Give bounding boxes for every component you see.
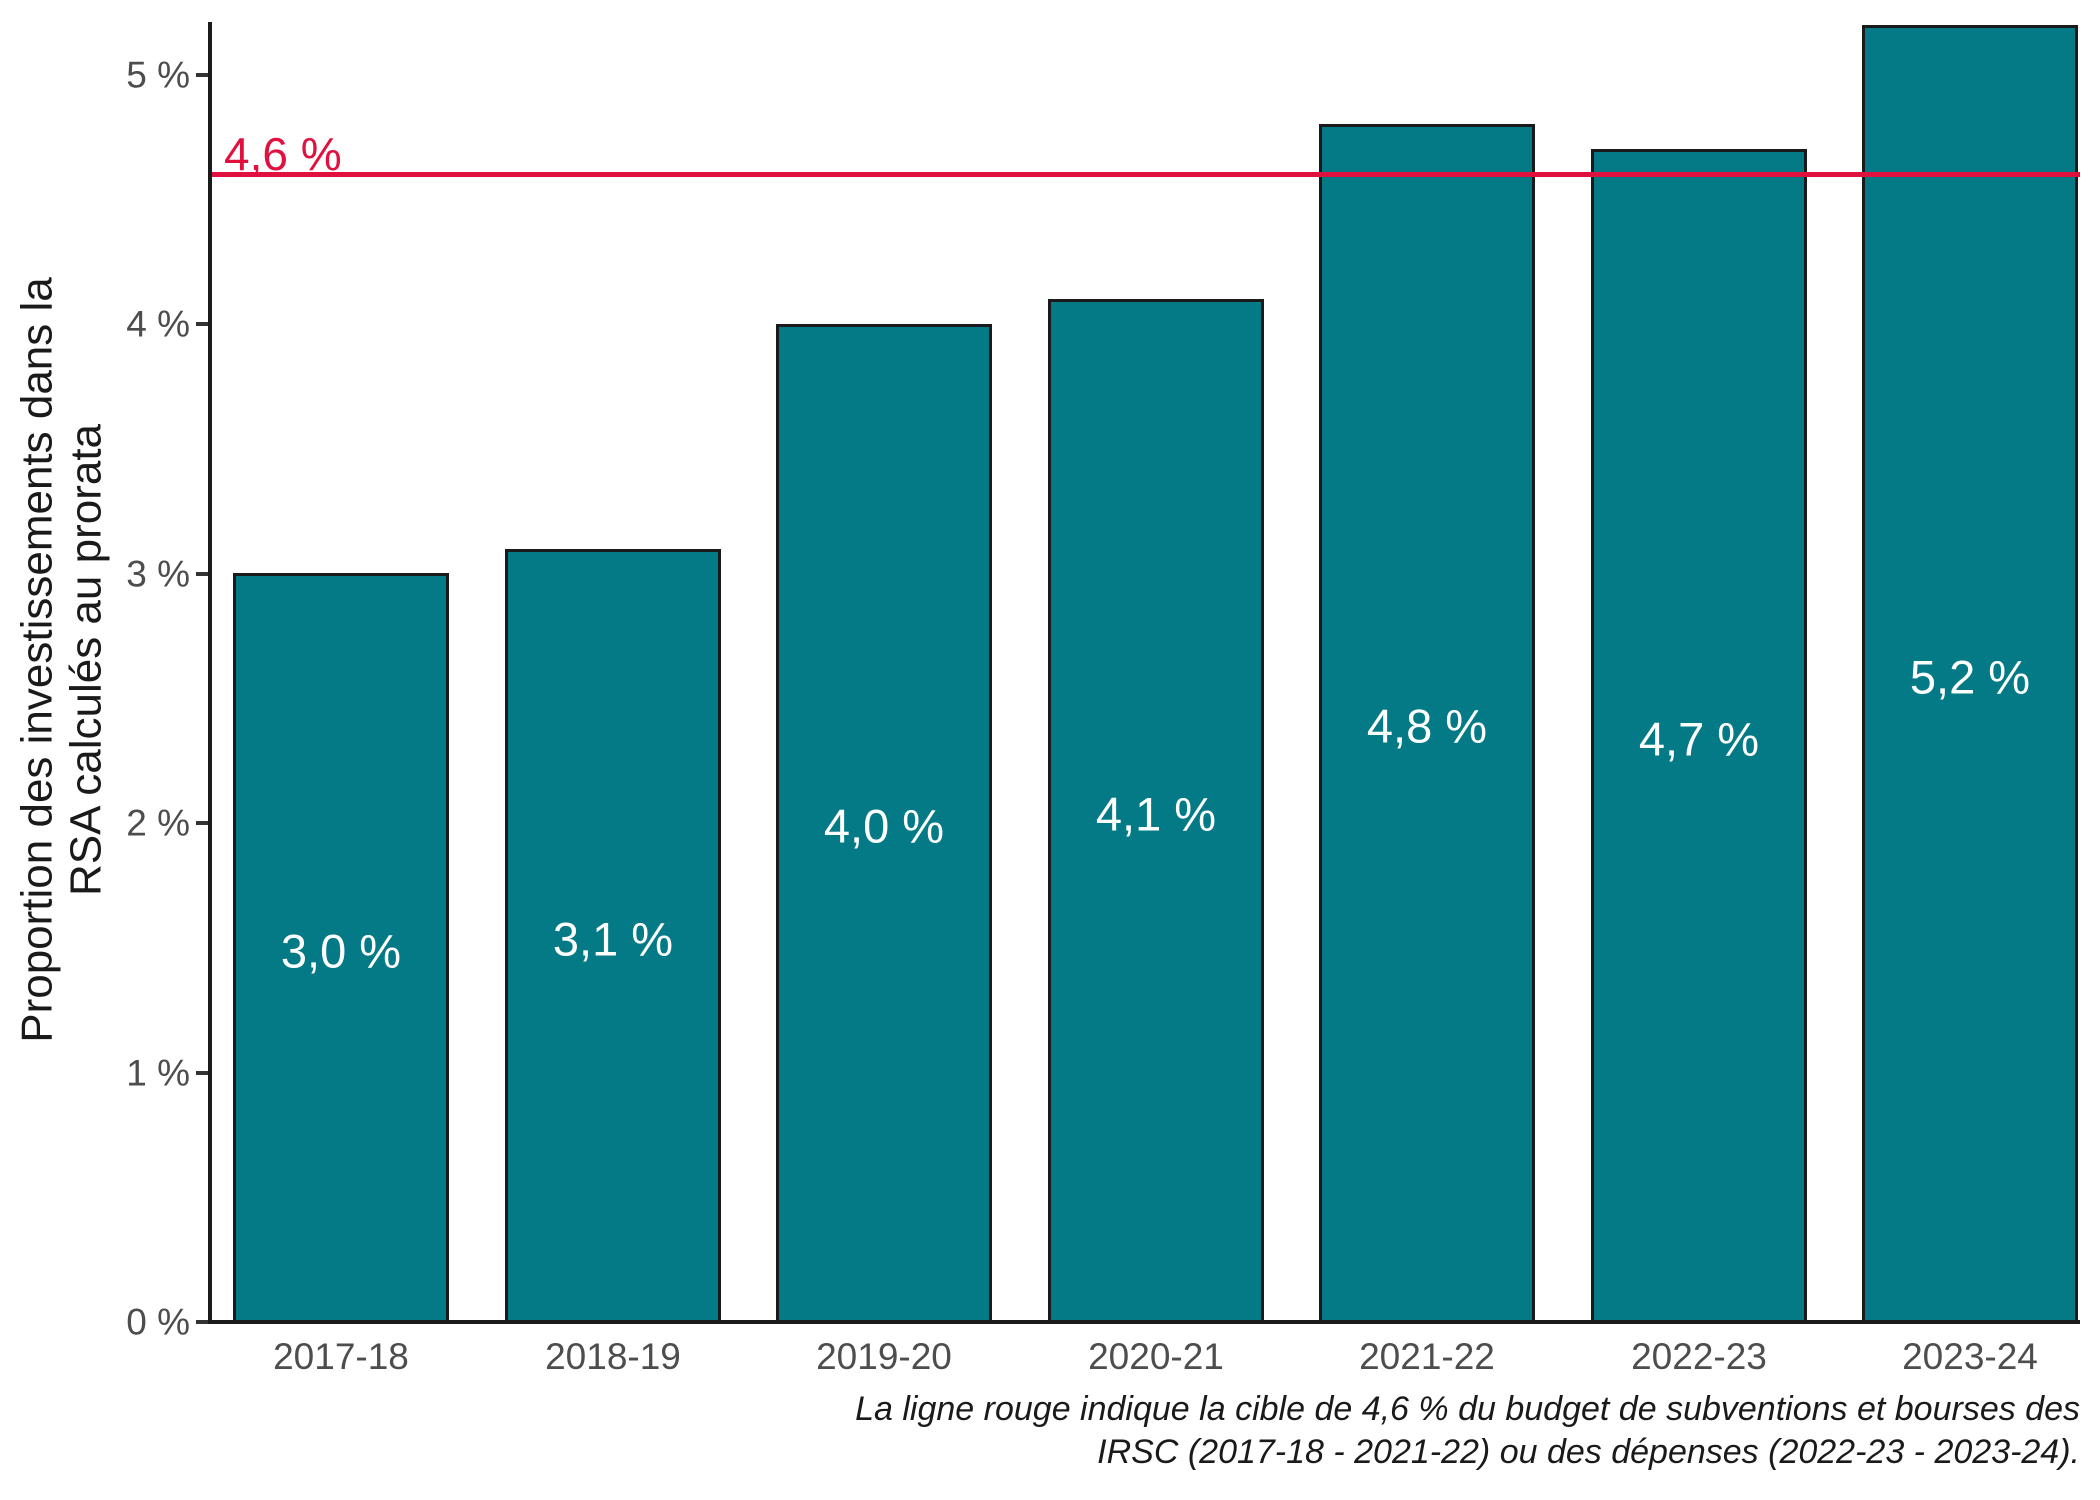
y-tick-mark-1 (196, 1071, 208, 1075)
bar-value-label-2017-18: 3,0 % (280, 924, 402, 978)
bar-2023-24: 5,2 % (1862, 25, 2078, 1322)
y-tick-label-4: 4 % (126, 303, 190, 345)
y-tick-mark-2 (196, 821, 208, 825)
y-tick-label-5: 5 % (126, 54, 190, 96)
y-tick-label-2: 2 % (126, 802, 190, 844)
chart-caption: La ligne rouge indique la cible de 4,6 %… (855, 1388, 2080, 1474)
y-tick-label-0: 0 % (126, 1301, 190, 1343)
bar-2020-21: 4,1 % (1048, 299, 1264, 1322)
x-tick-label-2019-20: 2019-20 (816, 1336, 952, 1377)
bar-value-label-2018-19: 3,1 % (552, 912, 674, 966)
bar-2019-20: 4,0 % (776, 324, 992, 1322)
y-axis-line (208, 22, 212, 1324)
caption-line-1: La ligne rouge indique la cible de 4,6 %… (855, 1390, 2080, 1428)
y-axis-title-line-1: Proportion des investissements dans la (12, 277, 62, 1043)
x-tick-label-2017-18: 2017-18 (273, 1336, 409, 1377)
bar-value-label-2022-23: 4,7 % (1638, 712, 1760, 766)
x-tick-label-2021-22: 2021-22 (1359, 1336, 1495, 1377)
y-tick-mark-4 (196, 322, 208, 326)
bar-2021-22: 4,8 % (1319, 124, 1535, 1322)
bar-2017-18: 3,0 % (233, 573, 449, 1322)
x-axis-line (208, 1320, 2080, 1324)
target-line-label: 4,6 % (224, 128, 342, 180)
bar-value-label-2023-24: 5,2 % (1909, 650, 2031, 704)
y-axis-title: Proportion des investissements dans la R… (13, 277, 112, 1043)
plot-panel: 3,0 % 3,1 % 4,0 % 4,1 % 4,8 % 4,7 % 5,2 % (212, 22, 2080, 1322)
y-axis-title-line-2: RSA calculés au prorata (62, 423, 111, 897)
target-line (212, 172, 2080, 177)
caption-line-2: IRSC (2017-18 - 2021-22) ou des dépenses… (1097, 1432, 2080, 1471)
bar-value-label-2020-21: 4,1 % (1095, 787, 1217, 841)
bar-2018-19: 3,1 % (505, 549, 721, 1322)
x-tick-label-2022-23: 2022-23 (1631, 1336, 1767, 1377)
y-tick-label-3: 3 % (126, 553, 190, 595)
x-tick-label-2018-19: 2018-19 (545, 1336, 681, 1377)
y-tick-label-1: 1 % (126, 1052, 190, 1094)
y-tick-mark-3 (196, 572, 208, 576)
y-tick-mark-0 (196, 1320, 208, 1324)
x-tick-label-2023-24: 2023-24 (1902, 1336, 2038, 1377)
bar-value-label-2021-22: 4,8 % (1366, 699, 1488, 753)
bar-2022-23: 4,7 % (1591, 149, 1807, 1322)
x-tick-label-2020-21: 2020-21 (1088, 1336, 1224, 1377)
y-tick-mark-5 (196, 73, 208, 77)
bar-value-label-2019-20: 4,0 % (823, 799, 945, 853)
